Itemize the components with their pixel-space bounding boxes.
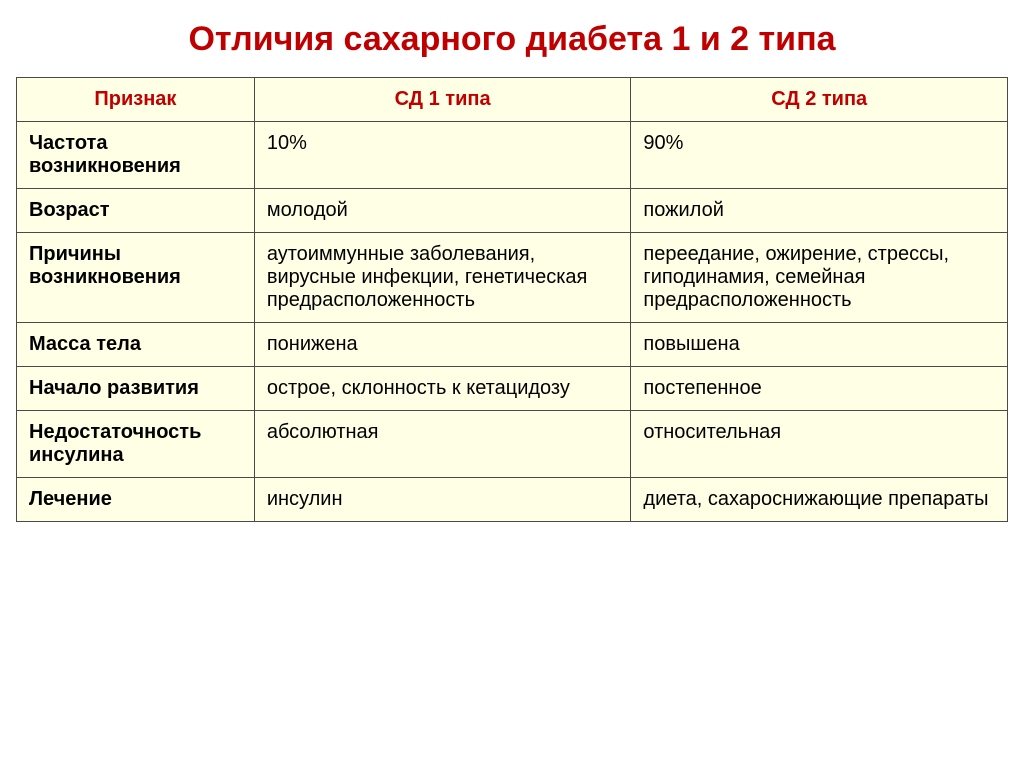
row-type1: инсулин	[254, 478, 631, 522]
table-row: Возрастмолодойпожилой	[17, 189, 1008, 233]
table-body: Частота возникновения10%90%Возрастмолодо…	[17, 122, 1008, 522]
header-sign: Признак	[17, 78, 255, 122]
row-label: Начало развития	[17, 367, 255, 411]
row-type2: диета, сахароснижающие препараты	[631, 478, 1008, 522]
row-type1: понижена	[254, 323, 631, 367]
row-type2: постепенное	[631, 367, 1008, 411]
page-title: Отличия сахарного диабета 1 и 2 типа	[16, 20, 1008, 59]
row-type2: 90%	[631, 122, 1008, 189]
row-type1: 10%	[254, 122, 631, 189]
row-type2: пожилой	[631, 189, 1008, 233]
row-label: Причины возникновения	[17, 233, 255, 323]
table-row: Недостаточность инсулинаабсолютнаяотноси…	[17, 411, 1008, 478]
header-type1: СД 1 типа	[254, 78, 631, 122]
table-row: Масса телапониженаповышена	[17, 323, 1008, 367]
table-row: Начало развитияострое, склонность к кета…	[17, 367, 1008, 411]
row-type2: переедание, ожирение, стрессы, гиподинам…	[631, 233, 1008, 323]
row-label: Частота возникновения	[17, 122, 255, 189]
table-row: Частота возникновения10%90%	[17, 122, 1008, 189]
row-type1: молодой	[254, 189, 631, 233]
header-type2: СД 2 типа	[631, 78, 1008, 122]
table-row: Лечениеинсулиндиета, сахароснижающие пре…	[17, 478, 1008, 522]
row-label: Масса тела	[17, 323, 255, 367]
row-label: Возраст	[17, 189, 255, 233]
row-type1: острое, склонность к кетацидозу	[254, 367, 631, 411]
row-type2: повышена	[631, 323, 1008, 367]
row-label: Лечение	[17, 478, 255, 522]
table-header-row: Признак СД 1 типа СД 2 типа	[17, 78, 1008, 122]
row-type1: аутоиммунные заболевания, вирусные инфек…	[254, 233, 631, 323]
row-label: Недостаточность инсулина	[17, 411, 255, 478]
comparison-table: Признак СД 1 типа СД 2 типа Частота возн…	[16, 77, 1008, 522]
row-type1: абсолютная	[254, 411, 631, 478]
table-row: Причины возникновенияаутоиммунные заболе…	[17, 233, 1008, 323]
row-type2: относительная	[631, 411, 1008, 478]
